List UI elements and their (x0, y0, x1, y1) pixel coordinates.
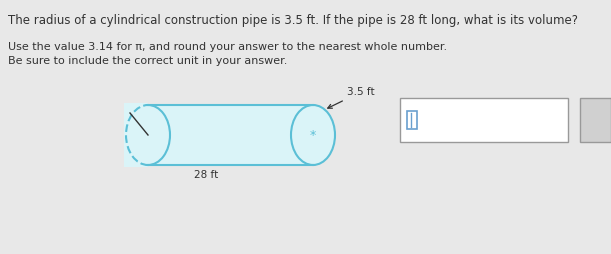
Polygon shape (148, 105, 313, 165)
Text: 28 ft: 28 ft (194, 170, 218, 180)
Polygon shape (124, 103, 148, 167)
Text: *: * (310, 129, 316, 141)
Ellipse shape (126, 105, 170, 165)
Text: 3.5 ft: 3.5 ft (327, 87, 375, 108)
Text: Use the value 3.14 for π, and round your answer to the nearest whole number.: Use the value 3.14 for π, and round your… (8, 42, 447, 52)
Text: Be sure to include the correct unit in your answer.: Be sure to include the correct unit in y… (8, 56, 287, 66)
FancyBboxPatch shape (580, 98, 611, 142)
FancyBboxPatch shape (400, 98, 568, 142)
Text: The radius of a cylindrical construction pipe is 3.5 ft. If the pipe is 28 ft lo: The radius of a cylindrical construction… (8, 14, 578, 27)
Ellipse shape (291, 105, 335, 165)
